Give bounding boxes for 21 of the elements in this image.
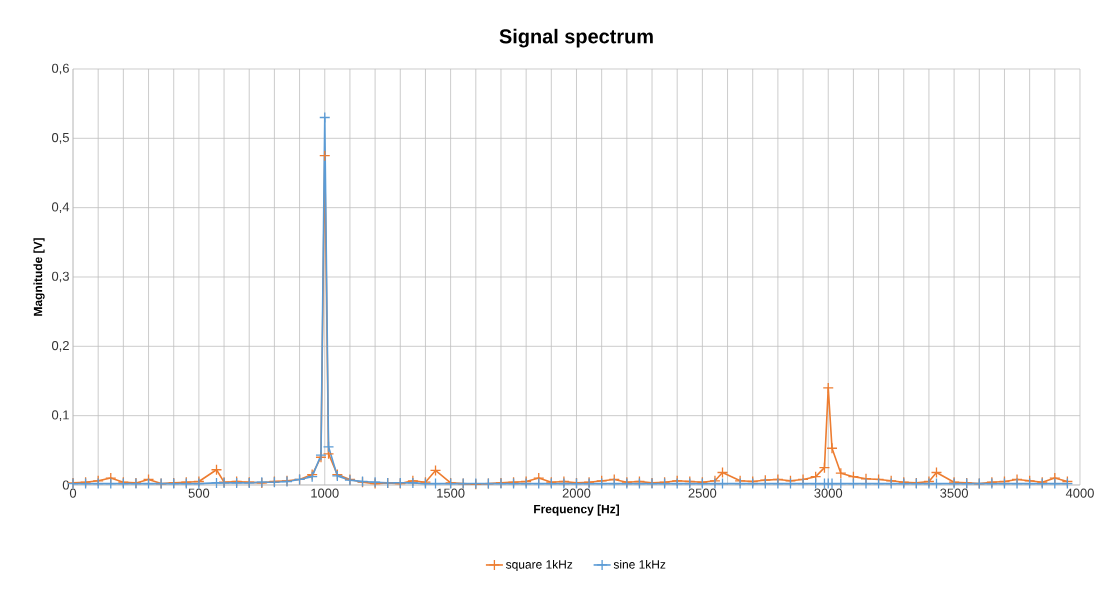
x-tick-label: 2500 xyxy=(688,488,717,498)
y-tick-label: 0,2 xyxy=(51,340,69,352)
chart-title: Signal spectrum xyxy=(499,28,653,48)
x-tick-label: 0 xyxy=(69,488,77,498)
x-axis-title: Frequency [Hz] xyxy=(534,504,619,516)
x-tick-label: 4000 xyxy=(1065,488,1094,498)
x-tick-label: 3000 xyxy=(814,488,843,498)
y-tick-label: 0,1 xyxy=(51,410,69,421)
x-tick-label: 1500 xyxy=(437,488,465,498)
x-tick-label: 1000 xyxy=(311,488,339,498)
x-tick-label: 3500 xyxy=(940,488,969,498)
y-tick-label: 0,3 xyxy=(51,271,69,283)
x-tick-label: 2000 xyxy=(562,488,591,498)
y-tick-label: 0,6 xyxy=(51,63,69,75)
y-axis-title: Magnitude [V] xyxy=(33,238,45,316)
legend-label: sine 1kHz xyxy=(613,559,666,569)
y-tick-label: 0,4 xyxy=(51,202,70,213)
legend-label: square 1kHz xyxy=(506,559,573,572)
x-tick-label: 500 xyxy=(188,488,210,498)
y-tick-label: 0 xyxy=(62,480,69,490)
y-tick-label: 0,5 xyxy=(51,132,69,144)
